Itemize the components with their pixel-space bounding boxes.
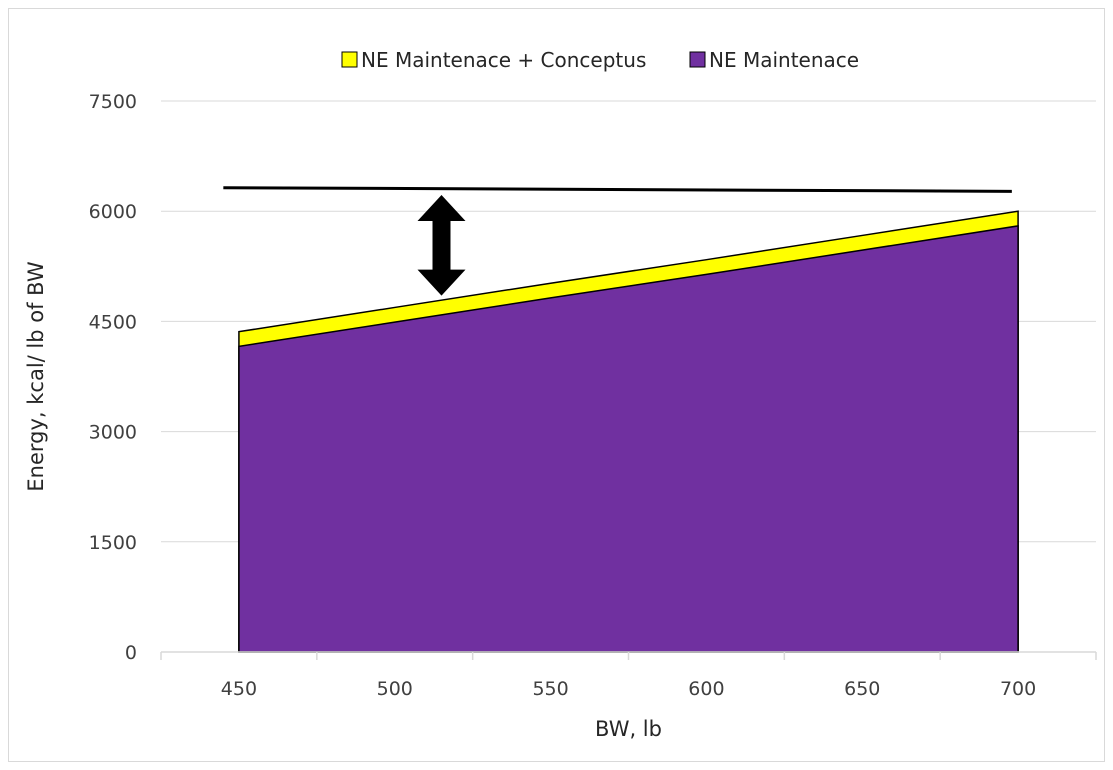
annotations (223, 186, 1012, 296)
reference-line (223, 186, 1012, 193)
legend-swatch-0 (341, 51, 358, 68)
x-tick-label-2: 550 (532, 678, 568, 700)
y-tick-label-1: 1500 (89, 532, 137, 554)
y-tick-label-3: 4500 (89, 311, 137, 333)
y-tick-label-2: 3000 (89, 422, 137, 444)
y-tick-label-4: 6000 (89, 201, 137, 223)
chart: 450 500 550 600 650 700015003000450060007500 … (24, 48, 1097, 741)
y-axis-title: Energy, kcal/ lb of BW (24, 261, 48, 491)
y-tick-label-5: 7500 (89, 91, 137, 113)
x-tick-label-4: 650 (844, 678, 880, 700)
double-arrow-icon (417, 195, 466, 296)
legend-swatch-1 (689, 51, 706, 68)
x-axis-title: BW, lb (595, 717, 662, 741)
x-tick-label-5: 700 (1000, 678, 1036, 700)
x-tick-label-0: 450 (221, 678, 257, 700)
area-series-1 (238, 225, 1019, 653)
area-series (238, 210, 1019, 653)
y-tick-label-0: 0 (125, 642, 137, 664)
legend-label-1: NE Maintenace (709, 48, 859, 72)
legend-label-0: NE Maintenace + Conceptus (361, 48, 646, 72)
x-tick-label-3: 600 (688, 678, 724, 700)
x-tick-label-1: 500 (377, 678, 413, 700)
axes (160, 651, 1097, 660)
legend: NE Maintenace + Conceptus NE Maintenace (341, 48, 859, 72)
chart-frame: 450 500 550 600 650 700 0 1500 3000 4500 6000 7500 … (8, 8, 1105, 762)
tick-labels: 450 500 550 600 650 700 0 1500 3000 4500 6000 7500 (89, 91, 1037, 700)
